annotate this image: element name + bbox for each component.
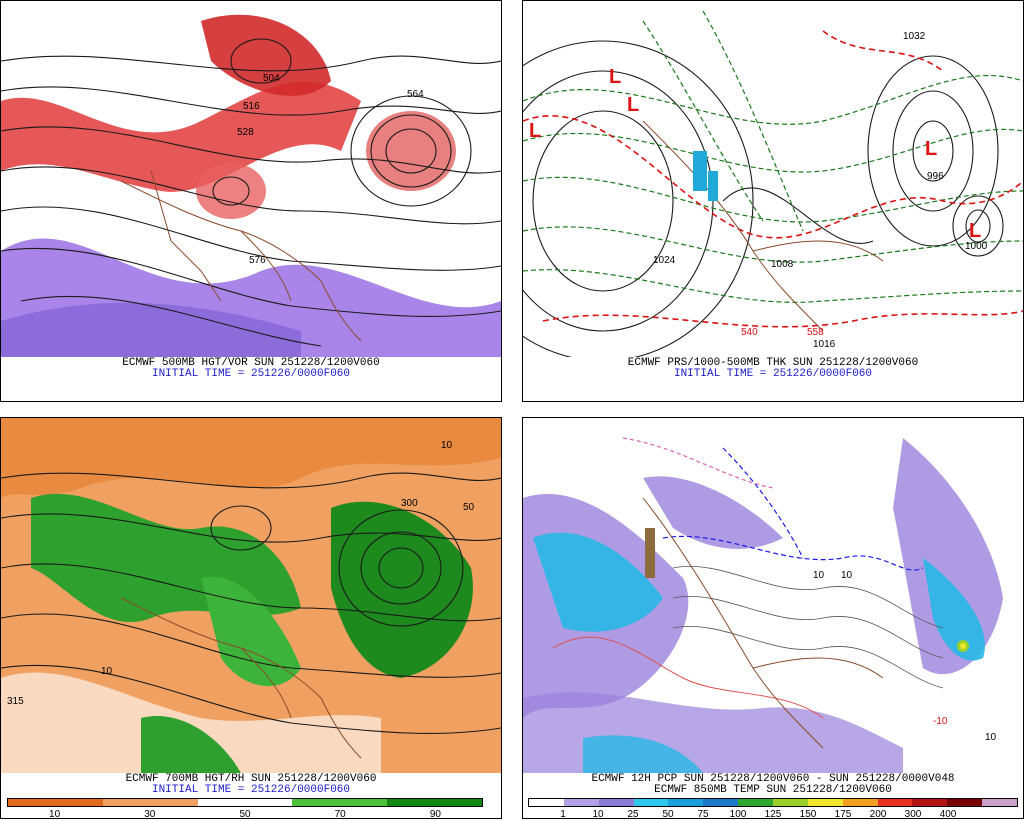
contour-label: 516: [243, 101, 260, 112]
legend-tick-label: 50: [239, 809, 251, 820]
precip-legend-ticks: 1 10 25 50 75 100 125 150 175 200 300 400: [528, 809, 1018, 821]
contour-label: 1000: [965, 241, 988, 252]
legend-tick-label: 150: [799, 809, 817, 820]
legend-swatch: [8, 799, 103, 806]
legend-swatch: [292, 799, 388, 806]
legend-swatch: [598, 799, 634, 806]
vorticity-map: 516 528 504 564 576: [1, 1, 501, 357]
rh-legend-ticks: 10 30 50 70 90: [7, 809, 483, 821]
contour-label: 996: [927, 171, 944, 182]
low-pressure-marker: L: [609, 66, 621, 88]
legend-tick-label: 100: [729, 809, 747, 820]
rh-color-legend: [7, 798, 483, 807]
legend-swatch: [387, 799, 482, 806]
legend-swatch: [563, 799, 599, 806]
legend-tick-label: 30: [144, 809, 156, 820]
legend-swatch: [197, 799, 293, 806]
contour-label: 558: [807, 327, 824, 338]
precipitation-temperature-map: 10 10 10 -10: [523, 418, 1023, 773]
legend-swatch: [529, 799, 564, 806]
map-caption: ECMWF 12H PCP SUN 251228/1200V060 - SUN …: [591, 773, 955, 785]
legend-tick-label: 70: [334, 809, 346, 820]
contour-label: -10: [933, 716, 948, 727]
precip-color-legend: [528, 798, 1018, 807]
relative-humidity-map: 10 315 300 50 10: [1, 418, 501, 773]
legend-swatch: [842, 799, 878, 806]
contour-label: 1016: [813, 339, 836, 350]
pressure-thickness-map: 1032 1024 1008 1000 1016 996 540 558 L L…: [523, 1, 1023, 357]
contour-label: 540: [741, 327, 758, 338]
legend-tick-label: 75: [697, 809, 709, 820]
legend-swatch: [877, 799, 913, 806]
contour-label: 576: [249, 255, 266, 266]
contour-label: 528: [237, 127, 254, 138]
contour-label: 1032: [903, 31, 926, 42]
legend-swatch: [773, 799, 808, 806]
legend-tick-label: 10: [49, 809, 61, 820]
contour-label: 10: [841, 570, 853, 581]
contour-label: 504: [263, 73, 280, 84]
map-caption: ECMWF PRS/1000-500MB THK SUN 251228/1200…: [627, 357, 919, 369]
contour-label: 1024: [653, 255, 676, 266]
legend-tick-label: 10: [592, 809, 604, 820]
low-pressure-marker: L: [925, 138, 937, 160]
legend-swatch: [668, 799, 704, 806]
legend-swatch: [947, 799, 983, 806]
legend-tick-label: 25: [627, 809, 639, 820]
contour-label: 10: [441, 440, 453, 451]
panel-12h-pcp-850mb-temp: 10 10 10 -10 ECMWF 12H PCP SUN 251228/12…: [522, 417, 1024, 821]
contour-label: 10: [101, 666, 113, 677]
panel-500mb-hgt-vor: 516 528 504 564 576 ECMWF 500MB HGT/VOR …: [0, 0, 502, 402]
legend-tick-label: 400: [939, 809, 957, 820]
panel-prs-thickness: 1032 1024 1008 1000 1016 996 540 558 L L…: [522, 0, 1024, 402]
legend-swatch: [633, 799, 669, 806]
initial-time: INITIAL TIME = 251226/0000F060: [151, 784, 351, 796]
contour-label: 315: [7, 696, 24, 707]
low-pressure-marker: L: [969, 220, 981, 242]
legend-swatch: [982, 799, 1018, 806]
contour-label: 564: [407, 89, 424, 100]
legend-swatch: [102, 799, 198, 806]
map-caption: ECMWF 500MB HGT/VOR SUN 251228/1200V060: [122, 357, 380, 369]
contour-label: 50: [463, 502, 475, 513]
low-pressure-marker: L: [529, 120, 541, 142]
legend-tick-label: 200: [869, 809, 887, 820]
contour-label: 1008: [771, 259, 794, 270]
map-caption-2: ECMWF 850MB TEMP SUN 251228/1200V060: [654, 784, 892, 796]
contour-label: 300: [401, 498, 418, 509]
map-caption: ECMWF 700MB HGT/RH SUN 251228/1200V060: [125, 773, 377, 785]
legend-tick-label: 1: [560, 809, 566, 820]
legend-tick-label: 90: [429, 809, 441, 820]
contour-label: 10: [985, 732, 997, 743]
legend-swatch: [738, 799, 774, 806]
legend-tick-label: 300: [904, 809, 922, 820]
contour-label: 10: [813, 570, 825, 581]
legend-tick-label: 125: [764, 809, 782, 820]
legend-swatch: [807, 799, 843, 806]
legend-tick-label: 50: [662, 809, 674, 820]
initial-time: INITIAL TIME = 251226/0000F060: [151, 368, 351, 380]
low-pressure-marker: L: [627, 94, 639, 116]
legend-swatch: [703, 799, 739, 806]
initial-time: INITIAL TIME = 251226/0000F060: [673, 368, 873, 380]
panel-700mb-hgt-rh: 10 315 300 50 10 ECMWF 700MB HGT/RH SUN …: [0, 417, 502, 821]
legend-swatch: [912, 799, 948, 806]
legend-tick-label: 175: [834, 809, 852, 820]
